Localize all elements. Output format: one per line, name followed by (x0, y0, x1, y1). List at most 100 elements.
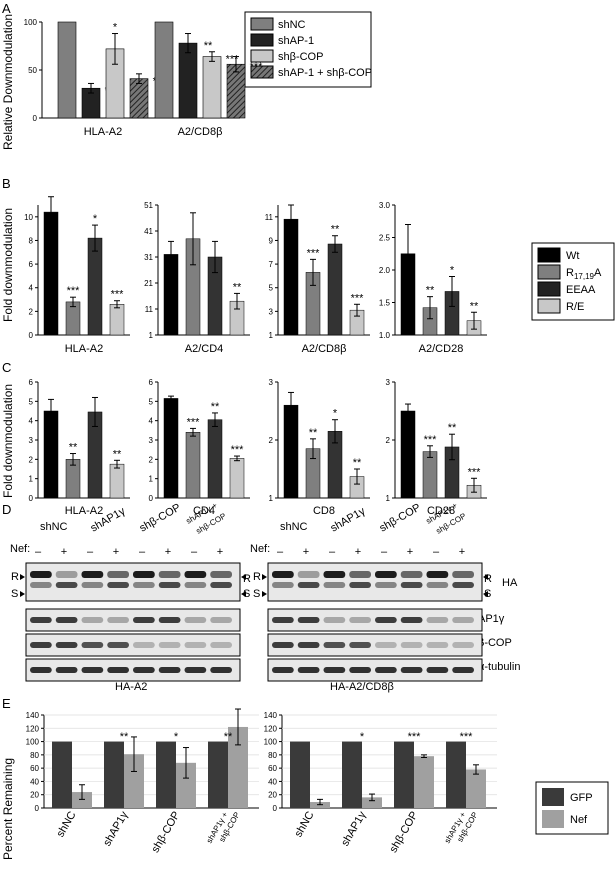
band (375, 667, 397, 673)
band-r (375, 571, 397, 578)
lane-nef-sign: + (217, 546, 223, 558)
arrow-r (483, 574, 488, 580)
y-tick-label: 1.5 (379, 299, 391, 308)
significance-label: ** (211, 401, 220, 413)
band (272, 667, 294, 673)
lane-nef-sign: – (277, 546, 284, 558)
bar (229, 458, 245, 499)
band-r (272, 571, 294, 578)
bar (129, 78, 149, 119)
panel-label-b: B (2, 176, 11, 191)
panel-label-a: A (2, 1, 11, 16)
r-label: R (243, 573, 251, 585)
lane-nef-sign: – (139, 546, 146, 558)
bar (185, 432, 201, 499)
significance-label: *** (226, 54, 240, 66)
arrow-s (241, 591, 246, 597)
y-tick-label: 5 (29, 397, 34, 406)
lane-nef-sign: – (87, 546, 94, 558)
y-tick-label: 20 (268, 791, 277, 800)
x-category-label: shNC (54, 809, 78, 839)
panel-label-c: C (2, 360, 11, 375)
band (133, 667, 155, 673)
significance-label: *** (351, 292, 365, 304)
band (452, 617, 474, 623)
band (272, 617, 294, 623)
significance-label: ** (331, 224, 340, 236)
band-s (55, 582, 78, 588)
arrow-r (241, 574, 246, 580)
panel-label-d: D (2, 502, 11, 517)
lane-nef-sign: – (35, 546, 42, 558)
bar-gfp (52, 741, 72, 808)
bar (422, 451, 438, 499)
lane-nef-sign: + (407, 546, 413, 558)
band-r (210, 571, 232, 578)
significance-label: ** (69, 442, 78, 454)
significance-label: *** (424, 434, 438, 446)
arrow-r (20, 574, 25, 580)
blot-bcop (267, 633, 483, 657)
bar (178, 42, 198, 119)
significance-label: ** (233, 281, 242, 293)
bar (207, 419, 223, 499)
band (349, 642, 371, 648)
significance-label: *** (111, 289, 125, 301)
legend-swatch-shnc (250, 17, 274, 31)
lane-nef-sign: + (459, 546, 465, 558)
legend-label: Nef (570, 814, 588, 826)
y-tick-label: 3.0 (379, 201, 391, 210)
band (158, 642, 181, 648)
band (158, 617, 181, 623)
band (323, 617, 346, 623)
band-s (210, 582, 232, 588)
bar-gfp (394, 741, 414, 808)
panel-b-legend: Wt R17,19A EEAA R/E (531, 242, 615, 321)
y-tick-label: 5 (149, 397, 154, 406)
y-tick-label: 5 (269, 284, 274, 293)
significance-label: * (333, 408, 338, 420)
y-tick-label: 3 (29, 436, 34, 445)
significance-label: ** (204, 40, 213, 52)
legend-label: shAP-1 + shβ-COP (278, 67, 372, 79)
x-axis-label: HLA-A2 (65, 505, 104, 517)
lane-nef-sign: + (303, 546, 309, 558)
band (55, 617, 78, 623)
arrow-r (262, 574, 267, 580)
bar-nef (72, 792, 92, 808)
band (81, 617, 104, 623)
blot-label-bcop: β-COP (478, 637, 512, 649)
y-tick-label: 0 (29, 494, 34, 503)
band (375, 617, 397, 623)
x-axis-label: A2/CD28 (419, 343, 464, 355)
y-tick-label: 7 (269, 260, 274, 269)
band (133, 617, 155, 623)
significance-label: *** (231, 444, 245, 456)
significance-label: *** (307, 247, 321, 259)
legend-swatch-combo (250, 65, 274, 79)
panel-a-legend: shNC shAP-1 shβ-COP shAP-1 + shβ-COP (244, 11, 372, 88)
band (452, 642, 474, 648)
y-tick-label: 50 (28, 66, 37, 75)
s-label: S (253, 588, 260, 600)
band (452, 667, 474, 673)
bar-nef (176, 762, 196, 808)
band-r (400, 571, 423, 578)
significance-label: *** (460, 731, 474, 743)
band-r (30, 571, 52, 578)
y-tick-label: 0 (33, 114, 38, 123)
legend-swatch-eeaa (537, 281, 561, 297)
y-tick-label: 80 (268, 751, 277, 760)
band-r (297, 571, 320, 578)
lane-group-label: shβ-COP (378, 501, 423, 534)
lane-nef-sign: + (113, 546, 119, 558)
y-tick-label: 140 (264, 711, 278, 720)
y-tick-label: 1 (269, 494, 274, 503)
legend-swatch-nef (542, 810, 564, 828)
band (323, 642, 346, 648)
x-category-label: shβ-COP (387, 810, 420, 855)
lane-nef-sign: – (381, 546, 388, 558)
band-s (184, 582, 207, 588)
arrow-s (483, 591, 488, 597)
bar-nef (124, 754, 144, 808)
